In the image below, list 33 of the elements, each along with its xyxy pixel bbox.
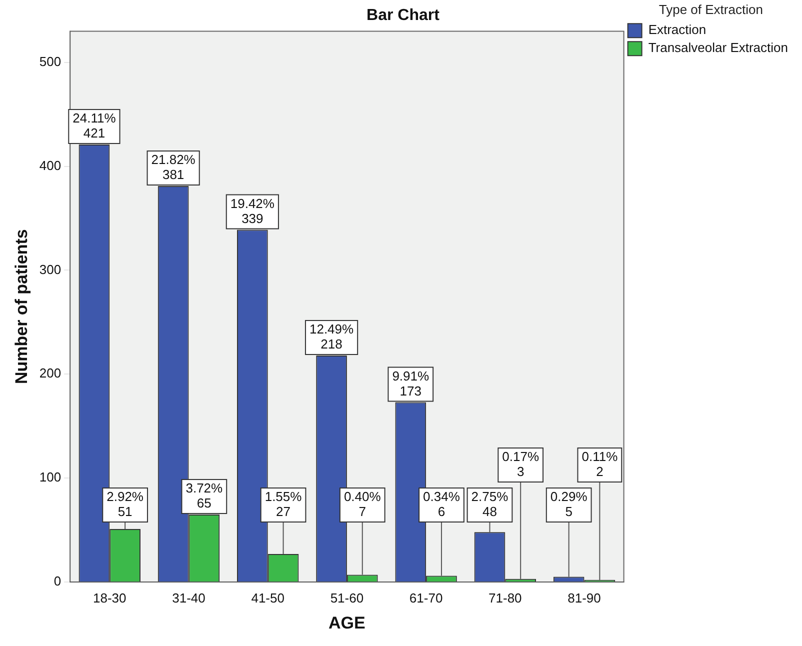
y-tick-label: 0	[54, 574, 62, 589]
x-tick-label: 41-50	[251, 590, 284, 606]
data-label: 1.55% 27	[264, 489, 302, 520]
data-label: 0.17% 3	[502, 449, 540, 480]
y-axis-title: Number of patients	[12, 229, 31, 384]
data-label: 0.11% 2	[582, 449, 618, 480]
y-tick-label: 400	[39, 158, 62, 173]
y-tick-label: 200	[39, 366, 62, 381]
x-tick-label: 18-30	[93, 590, 126, 606]
data-label: 2.92% 51	[106, 489, 144, 520]
data-label: 19.42% 339	[230, 196, 275, 226]
y-tick-label: 500	[39, 54, 62, 69]
data-label: 2.75% 48	[471, 489, 509, 520]
legend-label: Extraction	[648, 22, 706, 38]
legend-label: Transalveolar Extraction	[648, 40, 788, 56]
chart-title: Bar Chart	[366, 7, 440, 24]
data-label: 0.34% 6	[423, 489, 460, 520]
data-label: 0.40% 7	[344, 489, 382, 520]
y-tick-label: 300	[39, 262, 62, 277]
data-label: 3.72% 65	[186, 480, 224, 511]
legend-title: Type of Extraction	[658, 2, 763, 18]
x-tick-label: 71-80	[488, 590, 522, 606]
data-label: 9.91% 173	[392, 368, 430, 398]
x-tick-label: 31-40	[172, 590, 206, 606]
data-label: 24.11% 421	[72, 110, 116, 141]
data-label: 0.29% 5	[550, 489, 588, 520]
x-tick-label: 51-60	[330, 590, 364, 606]
x-axis-title: AGE	[328, 613, 366, 632]
x-tick-label: 81-90	[568, 590, 601, 606]
x-tick-label: 61-70	[409, 590, 443, 606]
y-tick-label: 100	[39, 470, 62, 485]
data-label: 12.49% 218	[309, 322, 354, 352]
data-label: 21.82% 381	[151, 152, 196, 182]
